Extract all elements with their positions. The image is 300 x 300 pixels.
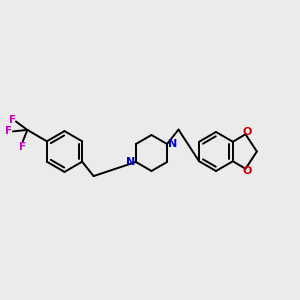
Text: F: F	[19, 142, 26, 152]
Text: N: N	[168, 139, 177, 149]
Text: O: O	[242, 166, 252, 176]
Text: N: N	[126, 157, 135, 167]
Text: O: O	[242, 127, 252, 137]
Text: F: F	[5, 126, 12, 136]
Text: F: F	[9, 115, 16, 125]
